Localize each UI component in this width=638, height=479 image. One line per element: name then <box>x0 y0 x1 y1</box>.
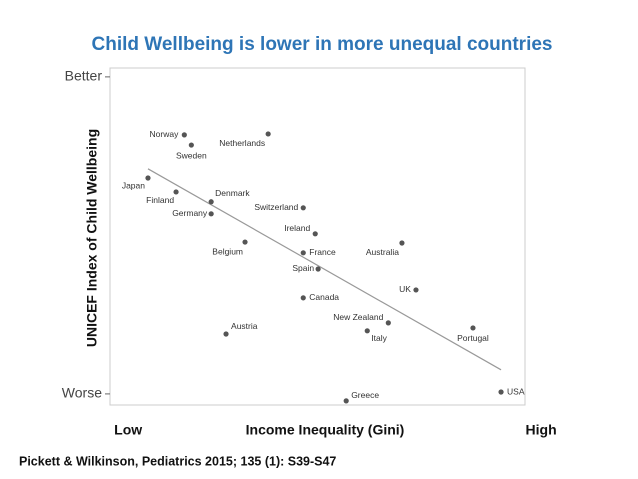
point <box>300 205 306 211</box>
point-label: Canada <box>309 292 339 302</box>
y-tick-label: Better <box>65 68 103 84</box>
point <box>181 132 187 138</box>
point <box>399 240 405 246</box>
point <box>188 142 194 148</box>
chart-title: Child Wellbeing is lower in more unequal… <box>92 34 553 55</box>
point-label: Sweden <box>176 150 207 160</box>
y-axis-label: UNICEF Index of Child Wellbeing <box>84 129 100 347</box>
point-label: Greece <box>351 390 379 400</box>
x-tick-label: Low <box>114 422 142 438</box>
point <box>208 211 214 217</box>
point-label: Switzerland <box>254 202 298 212</box>
point-label: Ireland <box>284 223 310 233</box>
point <box>413 287 419 293</box>
point <box>343 398 349 404</box>
point-label: Denmark <box>215 188 250 198</box>
point <box>300 295 306 301</box>
source-note: Pickett & Wilkinson, Pediatrics 2015; 13… <box>19 454 336 468</box>
point-label: Norway <box>150 129 180 139</box>
point-label: Portugal <box>457 333 489 343</box>
point <box>312 231 318 237</box>
point <box>498 389 504 395</box>
point <box>208 199 214 205</box>
point-label: Austria <box>231 321 258 331</box>
point <box>265 131 271 137</box>
point-label: Spain <box>292 263 314 273</box>
x-tick-label: High <box>526 422 557 438</box>
y-tick-label: Worse <box>62 385 102 401</box>
point <box>364 328 370 334</box>
point-label: USA <box>507 386 525 396</box>
point-label: Italy <box>371 333 387 343</box>
plot-frame <box>109 67 526 406</box>
point <box>173 189 179 195</box>
point <box>315 266 321 272</box>
point-label: Netherlands <box>219 138 265 148</box>
point-label: Finland <box>146 195 174 205</box>
point <box>145 175 151 181</box>
point <box>385 320 391 326</box>
point <box>470 325 476 331</box>
point-label: Australia <box>366 247 399 257</box>
point <box>300 250 306 256</box>
point-label: France <box>309 247 336 257</box>
x-axis-label: Income Inequality (Gini) <box>246 422 405 438</box>
point-label: New Zealand <box>333 312 383 322</box>
point <box>223 331 229 337</box>
point-label: Japan <box>122 180 145 190</box>
point-label: Belgium <box>212 246 243 256</box>
point-label: Germany <box>172 208 208 218</box>
trend-line <box>147 168 502 371</box>
point <box>242 239 248 245</box>
point-label: UK <box>399 284 411 294</box>
